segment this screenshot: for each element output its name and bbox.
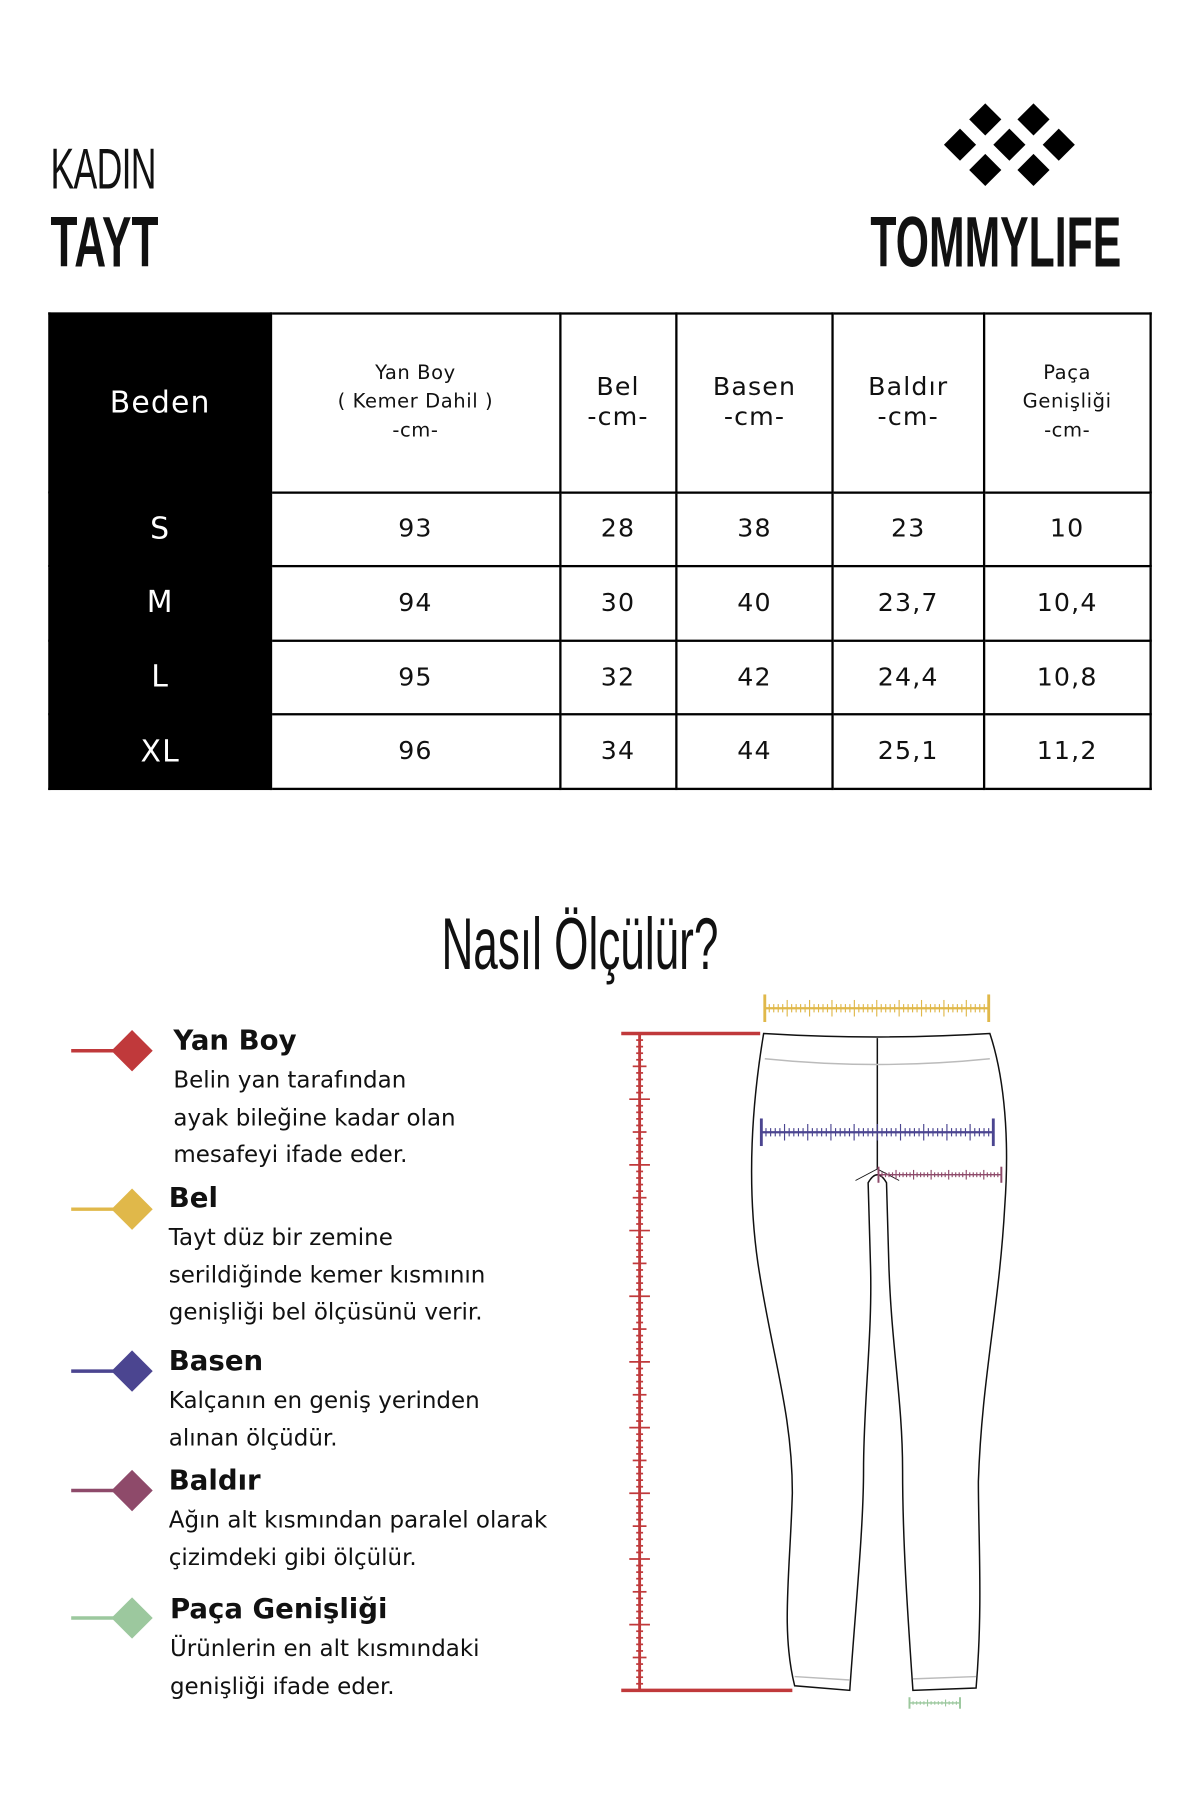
legend-marker-icon	[71, 1597, 153, 1639]
guide-title: Nasıl Ölçülür?	[441, 902, 719, 986]
value-cell: 38	[675, 490, 834, 568]
header-line: ( Kemer Dahil )	[337, 390, 494, 414]
legend-title: Baldır	[168, 1464, 261, 1497]
header-line: Baldır	[868, 372, 949, 402]
value-cell: 93	[269, 490, 561, 568]
legend-description-line: ayak bileğine kadar olan	[173, 1102, 456, 1131]
legend-item: Paça Genişliği Ürünlerin en alt kısmındak…	[170, 1593, 480, 1704]
legend-description-line: mesafeyi ifade eder.	[173, 1140, 408, 1168]
leggings-outline	[750, 1032, 1008, 1692]
value-cell: 95	[269, 639, 561, 716]
legend-description-line: Ağın alt kısmından paralel olarak	[168, 1505, 548, 1534]
diamond-cluster-logo	[943, 103, 1075, 187]
value-cell: 23	[831, 490, 985, 568]
legend-description-line: alınan ölçüdür.	[168, 1423, 338, 1451]
size-table: Beden Yan Boy( Kemer Dahil ) -cm- Bel -cm-…	[48, 312, 1152, 791]
size-cell: L	[48, 639, 273, 716]
brand-name: TOMMYLIFE	[870, 203, 1122, 283]
value-cell: 10,8	[982, 639, 1152, 716]
legend-title: Bel	[168, 1181, 218, 1214]
value-cell: 42	[675, 639, 834, 716]
legend-item: Yan Boy Belin yan tarafından ayak bileğine…	[173, 1024, 455, 1173]
yan-boy-ruler	[621, 1031, 793, 1693]
value-cell: 94	[269, 565, 561, 642]
legend-item: Baldır Ağın alt kısmından paralel olarak ç…	[169, 1464, 547, 1575]
size-cell: S	[48, 490, 273, 568]
header-line: Bel	[596, 372, 640, 402]
header-line: -cm-	[587, 402, 649, 432]
bel-ruler	[763, 994, 991, 1023]
legend-item: Bel Tayt düz bir zemine serildiğinde kemer…	[169, 1182, 486, 1331]
header-line: Genişliği	[1022, 390, 1112, 414]
legend-description-line: Belin yan tarafından	[173, 1065, 407, 1094]
legend-marker-icon	[71, 1469, 153, 1512]
legend-description-line: Tayt düz bir zemine	[168, 1222, 393, 1251]
basen-ruler	[759, 1118, 995, 1147]
legend-description-line: serildiğinde kemer kısmının	[168, 1260, 486, 1288]
size-header: Beden	[48, 312, 273, 494]
value-cell: 23,7	[831, 565, 985, 642]
header-line: -cm-	[877, 402, 939, 432]
value-cell: 24,4	[831, 639, 985, 716]
value-cell: 44	[675, 713, 834, 791]
column-header-baldir: Baldır -cm-	[831, 312, 985, 494]
legend-title: Basen	[168, 1344, 264, 1377]
category-label: KADIN	[50, 136, 157, 201]
value-cell: 10	[982, 490, 1152, 568]
legend-description-line: Ürünlerin en alt kısmındaki	[169, 1634, 480, 1662]
value-cell: 25,1	[831, 713, 985, 791]
header-line: Basen	[712, 372, 797, 402]
legend-description-line: Kalçanın en geniş yerinden	[168, 1386, 480, 1414]
size-cell: M	[48, 565, 273, 642]
table-row: L 95 32 42 24,4 10,8	[48, 639, 1152, 716]
value-cell: 34	[558, 713, 678, 791]
product-title: TAYT	[50, 203, 159, 283]
value-cell: 10,4	[982, 565, 1152, 642]
legend-description-line: genişliği ifade eder.	[169, 1671, 395, 1699]
table-header-row: Beden Yan Boy( Kemer Dahil ) -cm- Bel -cm-…	[48, 312, 1152, 494]
value-cell: 11,2	[982, 713, 1152, 791]
table-row: S 93 28 38 23 10	[48, 490, 1152, 568]
value-cell: 28	[558, 490, 678, 568]
value-cell: 40	[675, 565, 834, 642]
header-line: -cm-	[1044, 419, 1091, 443]
legend-marker-icon	[71, 1188, 153, 1230]
legend-item: Basen Kalçanın en geniş yerinden alınan öl…	[169, 1345, 480, 1456]
header-line: Yan Boy	[375, 362, 456, 385]
paca-ruler	[908, 1697, 961, 1709]
legend-description-line: çizimdeki gibi ölçülür.	[168, 1542, 417, 1571]
table-row: XL 96 34 44 25,1 11,2	[48, 713, 1152, 791]
value-cell: 30	[558, 565, 678, 642]
table-row: M 94 30 40 23,7 10,4	[48, 565, 1152, 642]
legend-description-line: genişliği bel ölçüsünü verir.	[168, 1297, 483, 1326]
value-cell: 96	[269, 713, 561, 791]
legend-title: Paça Genişliği	[169, 1592, 388, 1625]
size-cell: XL	[48, 713, 273, 791]
legend-marker-icon	[71, 1030, 153, 1072]
baldir-ruler	[877, 1166, 1003, 1183]
legend-marker-icon	[71, 1350, 153, 1392]
column-header-bel: Bel -cm-	[558, 312, 678, 494]
header-line: -cm-	[723, 402, 786, 432]
header-line: Paça	[1043, 362, 1092, 385]
legend-title: Yan Boy	[173, 1024, 297, 1057]
header-line: -cm-	[392, 419, 439, 443]
column-header-paca: Paça Genişliği -cm-	[982, 312, 1152, 494]
column-header-basen: Basen -cm-	[675, 312, 834, 494]
value-cell: 32	[558, 639, 678, 716]
column-header-yan-boy: Yan Boy ( Kemer Dahil ) -cm-	[269, 312, 561, 494]
